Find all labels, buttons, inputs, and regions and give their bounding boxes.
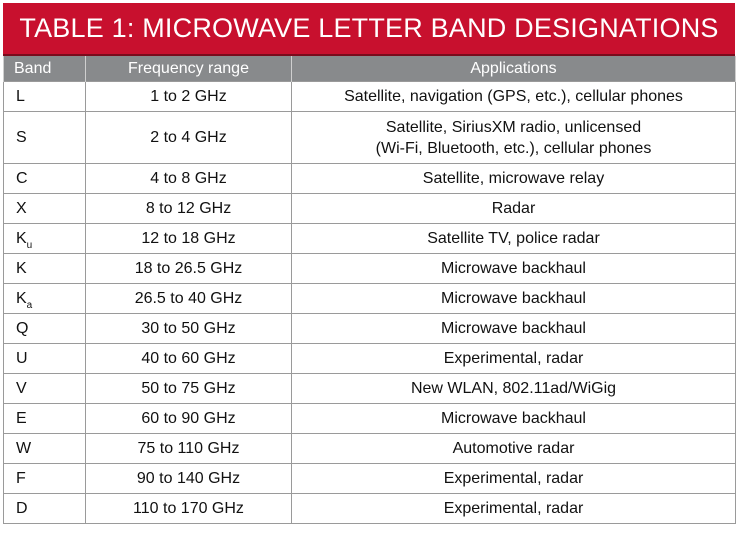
applications-cell: Automotive radar xyxy=(291,433,736,464)
table-header: Band Frequency range Applications xyxy=(3,56,736,82)
band-table: Band Frequency range Applications L 1 to … xyxy=(3,56,736,524)
band-subscript: u xyxy=(26,240,33,251)
applications-cell: Microwave backhaul xyxy=(291,313,736,344)
band-subscript: a xyxy=(26,300,33,311)
header-band: Band xyxy=(3,56,86,82)
band-letter: L xyxy=(16,88,25,105)
band-cell: W xyxy=(3,433,86,464)
table-row: U 40 to 60 GHz Experimental, radar xyxy=(3,343,736,374)
applications-cell: Radar xyxy=(291,193,736,224)
band-cell: Ka xyxy=(3,283,86,314)
applications-cell: New WLAN, 802.11ad/WiGig xyxy=(291,373,736,404)
table-row: Ku 12 to 18 GHz Satellite TV, police radar xyxy=(3,223,736,254)
table-card: TABLE 1: MICROWAVE LETTER BAND DESIGNATI… xyxy=(3,3,736,531)
applications-cell: Microwave backhaul xyxy=(291,403,736,434)
frequency-range-cell: 40 to 60 GHz xyxy=(85,343,292,374)
applications-line: Satellite, microwave relay xyxy=(422,170,605,187)
table-row: D 110 to 170 GHz Experimental, radar xyxy=(3,493,736,524)
band-cell: L xyxy=(3,81,86,112)
table-row: F 90 to 140 GHz Experimental, radar xyxy=(3,463,736,494)
frequency-range-cell: 90 to 140 GHz xyxy=(85,463,292,494)
band-cell: C xyxy=(3,163,86,194)
applications-line: Automotive radar xyxy=(452,440,575,457)
frequency-range-cell: 18 to 26.5 GHz xyxy=(85,253,292,284)
applications-cell: Satellite TV, police radar xyxy=(291,223,736,254)
band-cell: E xyxy=(3,403,86,434)
band-cell: V xyxy=(3,373,86,404)
header-row: Band Frequency range Applications xyxy=(3,56,736,82)
table-row: Q 30 to 50 GHz Microwave backhaul xyxy=(3,313,736,344)
applications-line: Microwave backhaul xyxy=(441,260,586,277)
frequency-range-cell: 26.5 to 40 GHz xyxy=(85,283,292,314)
table-row: V 50 to 75 GHz New WLAN, 802.11ad/WiGig xyxy=(3,373,736,404)
band-letter: K xyxy=(16,260,27,277)
band-letter: U xyxy=(16,350,28,367)
applications-cell: Microwave backhaul xyxy=(291,253,736,284)
applications-cell: Microwave backhaul xyxy=(291,283,736,314)
band-letter: S xyxy=(16,129,27,146)
frequency-range-cell: 110 to 170 GHz xyxy=(85,493,292,524)
applications-line: New WLAN, 802.11ad/WiGig xyxy=(410,380,617,397)
applications-cell: Experimental, radar xyxy=(291,343,736,374)
table-row: E 60 to 90 GHz Microwave backhaul xyxy=(3,403,736,434)
applications-line: Microwave backhaul xyxy=(441,320,586,337)
band-cell: K xyxy=(3,253,86,284)
band-letter: D xyxy=(16,500,28,517)
applications-line: Radar xyxy=(491,200,536,217)
applications-line: Satellite, navigation (GPS, etc.), cellu… xyxy=(344,88,683,105)
band-cell: S xyxy=(3,111,86,164)
applications-line: Experimental, radar xyxy=(443,350,584,367)
frequency-range-cell: 4 to 8 GHz xyxy=(85,163,292,194)
band-letter: W xyxy=(16,440,32,457)
table-row: K 18 to 26.5 GHz Microwave backhaul xyxy=(3,253,736,284)
applications-cell: Experimental, radar xyxy=(291,463,736,494)
band-letter: K xyxy=(16,290,27,307)
frequency-range-cell: 8 to 12 GHz xyxy=(85,193,292,224)
table-row: C 4 to 8 GHz Satellite, microwave relay xyxy=(3,163,736,194)
applications-line: Experimental, radar xyxy=(443,470,584,487)
band-letter: C xyxy=(16,170,28,187)
header-applications: Applications xyxy=(291,56,736,82)
band-letter: F xyxy=(16,470,26,487)
table-title: TABLE 1: MICROWAVE LETTER BAND DESIGNATI… xyxy=(3,3,735,56)
table-row: X 8 to 12 GHz Radar xyxy=(3,193,736,224)
band-letter: K xyxy=(16,230,27,247)
band-cell: Q xyxy=(3,313,86,344)
frequency-range-cell: 12 to 18 GHz xyxy=(85,223,292,254)
band-cell: Ku xyxy=(3,223,86,254)
applications-line: Microwave backhaul xyxy=(441,290,586,307)
applications-line: (Wi-Fi, Bluetooth, etc.), cellular phone… xyxy=(375,139,652,157)
applications-cell: Experimental, radar xyxy=(291,493,736,524)
applications-line: Experimental, radar xyxy=(443,500,584,517)
band-letter: Q xyxy=(16,320,29,337)
band-letter: E xyxy=(16,410,27,427)
frequency-range-cell: 1 to 2 GHz xyxy=(85,81,292,112)
frequency-range-cell: 75 to 110 GHz xyxy=(85,433,292,464)
table-body: L 1 to 2 GHz Satellite, navigation (GPS, e… xyxy=(3,81,736,524)
applications-line: Satellite, SiriusXM radio, unlicensed xyxy=(385,118,642,136)
table-row: L 1 to 2 GHz Satellite, navigation (GPS, e… xyxy=(3,81,736,112)
frequency-range-cell: 2 to 4 GHz xyxy=(85,111,292,164)
band-cell: U xyxy=(3,343,86,374)
band-letter: X xyxy=(16,200,27,217)
applications-line: Satellite TV, police radar xyxy=(427,230,600,247)
applications-cell: Satellite, microwave relay xyxy=(291,163,736,194)
header-frequency-range: Frequency range xyxy=(85,56,292,82)
frequency-range-cell: 50 to 75 GHz xyxy=(85,373,292,404)
applications-cell: Satellite, SiriusXM radio, unlicensed (Wi… xyxy=(291,111,736,164)
band-cell: F xyxy=(3,463,86,494)
applications-cell: Satellite, navigation (GPS, etc.), cellu… xyxy=(291,81,736,112)
frequency-range-cell: 30 to 50 GHz xyxy=(85,313,292,344)
frequency-range-cell: 60 to 90 GHz xyxy=(85,403,292,434)
band-cell: X xyxy=(3,193,86,224)
table-row: Ka 26.5 to 40 GHz Microwave backhaul xyxy=(3,283,736,314)
band-letter: V xyxy=(16,380,27,397)
applications-line: Microwave backhaul xyxy=(441,410,586,427)
table-row: W 75 to 110 GHz Automotive radar xyxy=(3,433,736,464)
band-cell: D xyxy=(3,493,86,524)
